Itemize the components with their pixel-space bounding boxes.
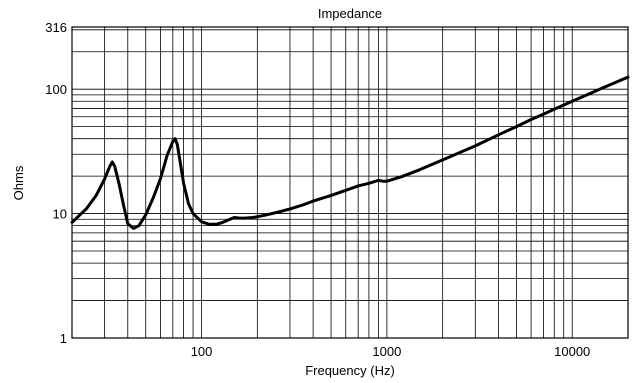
impedance-line <box>70 75 630 230</box>
x-tick-labels: 100 1000 10000 <box>191 344 591 359</box>
x-tick-label: 10000 <box>554 344 590 359</box>
x-tick-label: 100 <box>191 344 213 359</box>
grid-lines <box>72 27 628 338</box>
y-tick-label: 10 <box>53 207 67 222</box>
x-axis-label: Frequency (Hz) <box>305 363 395 378</box>
y-tick-labels: 1 10 100 316 <box>45 20 67 346</box>
y-tick-label: 316 <box>45 20 67 35</box>
y-tick-label: 1 <box>60 331 67 346</box>
y-tick-label: 100 <box>45 82 67 97</box>
chart-title: Impedance <box>318 6 382 21</box>
y-axis-label: Ohms <box>11 165 26 200</box>
x-tick-label: 1000 <box>372 344 401 359</box>
plot-frame <box>71 26 629 339</box>
